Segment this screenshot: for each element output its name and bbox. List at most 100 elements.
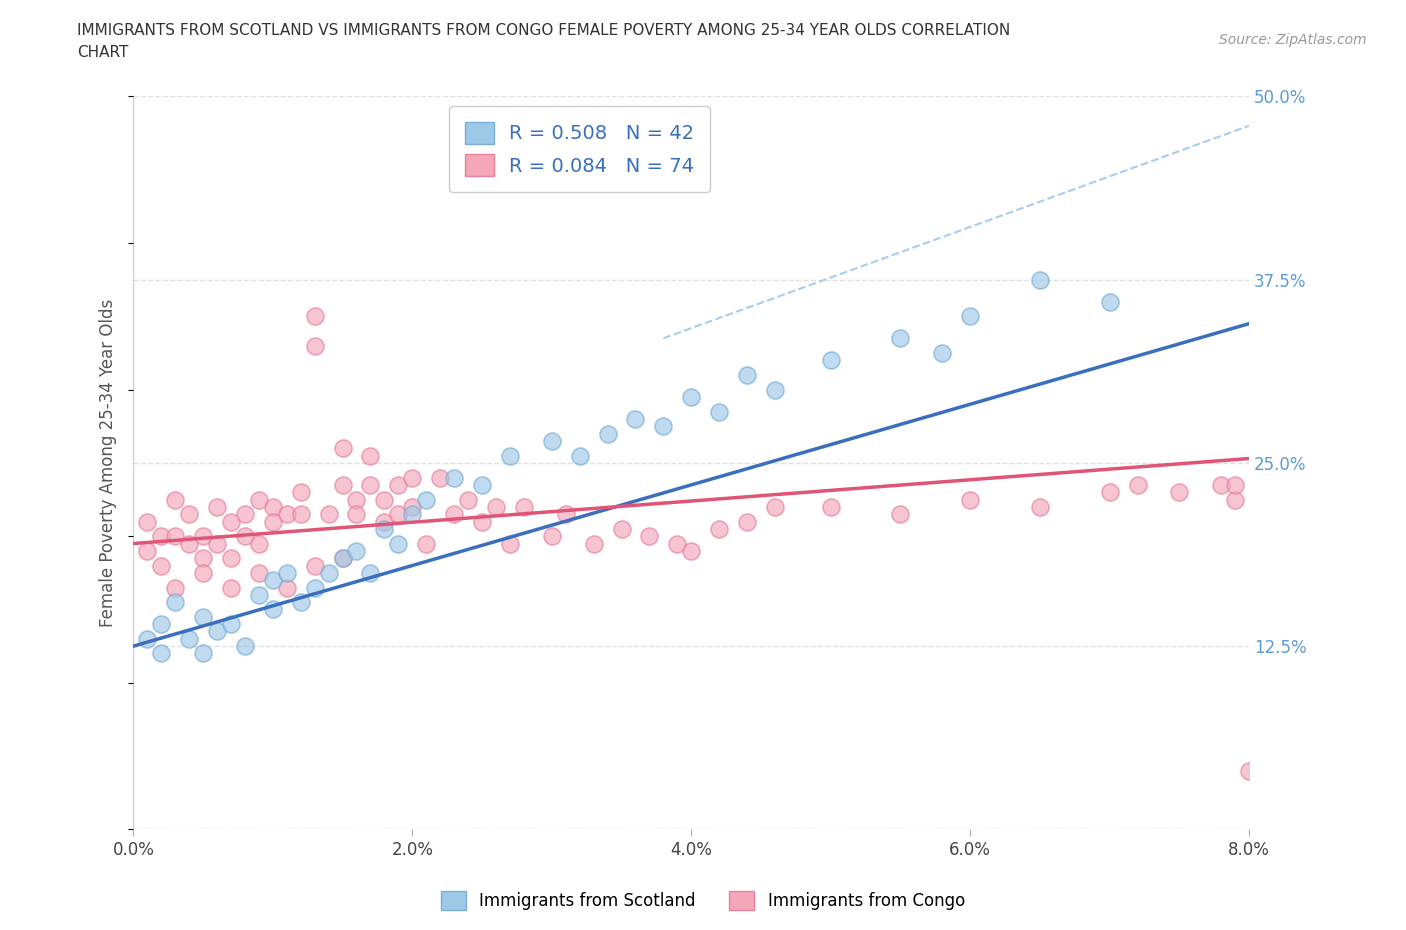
Point: [1126, 477, 1149, 492]
Point: [205, 536, 228, 551]
Point: [233, 507, 256, 522]
Point: [707, 522, 730, 537]
Point: [346, 507, 368, 522]
Point: [610, 522, 633, 537]
Point: [681, 543, 703, 558]
Text: CHART: CHART: [77, 45, 129, 60]
Point: [165, 580, 187, 595]
Point: [540, 529, 562, 544]
Point: [233, 529, 256, 544]
Point: [485, 499, 508, 514]
Point: [373, 492, 395, 507]
Point: [1237, 764, 1260, 778]
Point: [373, 522, 395, 537]
Point: [387, 507, 409, 522]
Point: [443, 471, 465, 485]
Point: [568, 448, 591, 463]
Point: [931, 346, 953, 361]
Point: [1225, 492, 1247, 507]
Point: [540, 433, 562, 448]
Point: [150, 529, 173, 544]
Point: [136, 514, 159, 529]
Point: [191, 646, 214, 661]
Point: [205, 499, 228, 514]
Point: [346, 543, 368, 558]
Point: [332, 551, 354, 565]
Point: [262, 514, 284, 529]
Point: [191, 609, 214, 624]
Point: [276, 580, 298, 595]
Point: [582, 536, 605, 551]
Point: [959, 309, 981, 324]
Point: [150, 558, 173, 573]
Point: [499, 448, 522, 463]
Point: [332, 477, 354, 492]
Point: [219, 580, 242, 595]
Point: [1098, 485, 1121, 499]
Point: [429, 471, 451, 485]
Point: [820, 352, 842, 367]
Point: [304, 339, 326, 353]
Point: [262, 602, 284, 617]
Legend: R = 0.508   N = 42, R = 0.084   N = 74: R = 0.508 N = 42, R = 0.084 N = 74: [449, 106, 710, 192]
Point: [666, 536, 689, 551]
Point: [652, 418, 675, 433]
Point: [290, 507, 312, 522]
Point: [763, 499, 786, 514]
Point: [247, 536, 270, 551]
Point: [735, 514, 758, 529]
Point: [165, 594, 187, 609]
Point: [290, 594, 312, 609]
Point: [290, 485, 312, 499]
Point: [247, 588, 270, 603]
Point: [219, 514, 242, 529]
Point: [262, 499, 284, 514]
Point: [276, 507, 298, 522]
Point: [318, 565, 340, 580]
Text: Source: ZipAtlas.com: Source: ZipAtlas.com: [1219, 33, 1367, 46]
Point: [318, 507, 340, 522]
Point: [332, 551, 354, 565]
Point: [401, 499, 423, 514]
Point: [191, 551, 214, 565]
Point: [457, 492, 479, 507]
Point: [401, 507, 423, 522]
Point: [165, 492, 187, 507]
Point: [415, 492, 437, 507]
Point: [443, 507, 465, 522]
Point: [304, 558, 326, 573]
Point: [304, 580, 326, 595]
Point: [707, 405, 730, 419]
Point: [205, 624, 228, 639]
Point: [499, 536, 522, 551]
Point: [373, 514, 395, 529]
Point: [889, 331, 911, 346]
Point: [136, 543, 159, 558]
Point: [387, 536, 409, 551]
Point: [638, 529, 661, 544]
Point: [415, 536, 437, 551]
Point: [359, 477, 381, 492]
Point: [1029, 499, 1052, 514]
Point: [763, 382, 786, 397]
Point: [150, 646, 173, 661]
Point: [735, 367, 758, 382]
Point: [304, 309, 326, 324]
Legend: Immigrants from Scotland, Immigrants from Congo: Immigrants from Scotland, Immigrants fro…: [434, 884, 972, 917]
Point: [681, 390, 703, 405]
Point: [596, 426, 619, 441]
Point: [262, 573, 284, 588]
Point: [247, 565, 270, 580]
Point: [959, 492, 981, 507]
Point: [136, 631, 159, 646]
Point: [179, 536, 201, 551]
Point: [554, 507, 576, 522]
Point: [332, 441, 354, 456]
Point: [219, 551, 242, 565]
Point: [359, 565, 381, 580]
Point: [471, 477, 494, 492]
Point: [191, 565, 214, 580]
Point: [359, 448, 381, 463]
Point: [401, 471, 423, 485]
Y-axis label: Female Poverty Among 25-34 Year Olds: Female Poverty Among 25-34 Year Olds: [100, 299, 117, 627]
